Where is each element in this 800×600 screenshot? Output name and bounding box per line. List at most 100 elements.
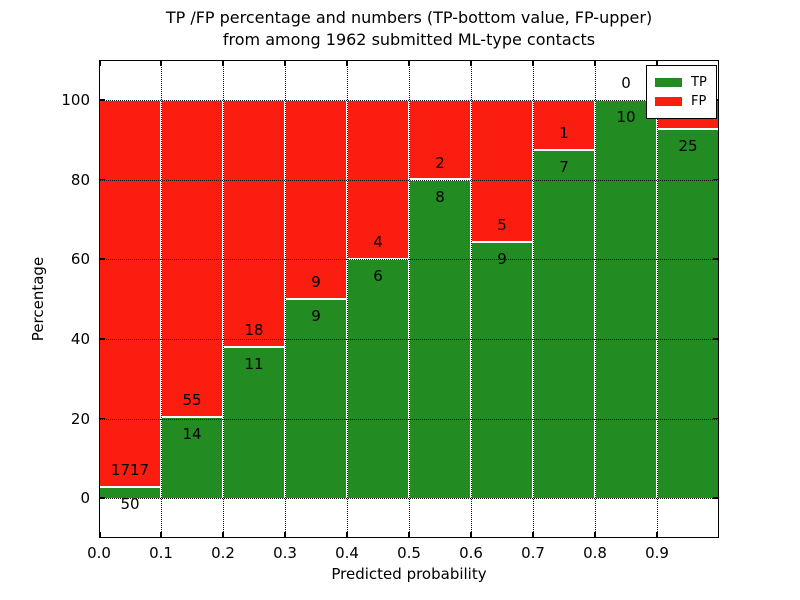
x-tickmark-top <box>99 60 101 66</box>
bar-segment-fp <box>533 99 595 150</box>
count-label-tp: 6 <box>373 267 383 286</box>
x-tickmark-top <box>470 60 472 66</box>
x-tickmark-top <box>408 60 410 66</box>
legend-swatch-tp <box>655 78 682 87</box>
x-tickmark-bottom <box>99 532 101 538</box>
v-gridline <box>657 60 658 538</box>
count-label-tp: 10 <box>616 107 636 126</box>
y-tickmark-right <box>713 338 719 340</box>
y-tick-label: 60 <box>70 250 90 269</box>
legend-item-fp: FP <box>655 93 707 110</box>
count-label-fp: 55 <box>182 391 202 410</box>
count-label-tp: 8 <box>435 187 445 206</box>
y-tick-label: 20 <box>70 409 90 428</box>
x-tick-label: 0.2 <box>211 544 235 562</box>
v-gridline <box>161 60 162 538</box>
x-tickmark-bottom <box>408 532 410 538</box>
bar-segment-fp <box>223 99 285 348</box>
bar-segment-fp <box>161 99 223 418</box>
x-axis-label: Predicted probability <box>331 565 487 583</box>
x-tickmark-bottom <box>346 532 348 538</box>
count-label-fp: 1717 <box>110 460 150 479</box>
y-tick-label: 40 <box>70 329 90 348</box>
bar-segment-tp <box>471 242 533 499</box>
x-tickmark-bottom <box>284 532 286 538</box>
bar-segment-tp <box>161 417 223 499</box>
count-label-fp: 1 <box>559 123 569 142</box>
x-tickmark-bottom <box>594 532 596 538</box>
x-tick-label: 0.1 <box>149 544 173 562</box>
x-tickmark-bottom <box>717 532 719 538</box>
count-label-tp: 50 <box>120 494 140 513</box>
x-tick-label: 0.4 <box>335 544 359 562</box>
y-axis-label: Percentage <box>29 256 47 342</box>
count-label-fp: 2 <box>435 153 445 172</box>
y-tickmark-right <box>713 258 719 260</box>
x-tickmark-bottom <box>160 532 162 538</box>
y-tickmark-right <box>713 497 719 499</box>
count-label-fp: 5 <box>497 216 507 235</box>
chart-title: TP /FP percentage and numbers (TP-bottom… <box>99 7 719 51</box>
v-gridline <box>347 60 348 538</box>
count-label-tp: 14 <box>182 425 202 444</box>
bar-segment-tp <box>657 129 719 499</box>
bar-segment-fp <box>99 99 161 487</box>
v-gridline <box>223 60 224 538</box>
v-gridline <box>595 60 596 538</box>
x-tickmark-top <box>346 60 348 66</box>
y-tick-label: 100 <box>61 90 90 109</box>
legend: TP FP <box>646 65 717 119</box>
legend-swatch-fp <box>655 97 682 106</box>
x-tickmark-bottom <box>222 532 224 538</box>
count-label-tp: 7 <box>559 157 569 176</box>
x-tickmark-bottom <box>470 532 472 538</box>
x-tickmark-top <box>532 60 534 66</box>
x-tick-label: 0.0 <box>87 544 111 562</box>
count-label-fp: 9 <box>311 273 321 291</box>
legend-item-tp: TP <box>655 74 707 91</box>
chart-title-line1: TP /FP percentage and numbers (TP-bottom… <box>165 8 653 27</box>
y-tickmark-left <box>99 99 105 101</box>
count-label-tp: 9 <box>311 307 321 325</box>
legend-label-tp: TP <box>691 75 707 90</box>
x-tickmark-top <box>717 60 719 66</box>
x-tick-label: 0.7 <box>521 544 545 562</box>
y-tickmark-left <box>99 178 105 181</box>
v-gridline <box>471 60 472 538</box>
x-tickmark-bottom <box>656 532 658 538</box>
x-tickmark-top <box>594 60 596 66</box>
count-label-tp: 9 <box>497 250 507 269</box>
x-tick-label: 0.9 <box>645 544 669 562</box>
x-tick-label: 0.6 <box>459 544 483 562</box>
plot-area: TP FP 171750551418119946285917010225 <box>99 60 719 538</box>
y-tickmark-left <box>99 497 105 499</box>
y-tick-label: 80 <box>70 170 90 189</box>
legend-label-fp: FP <box>691 94 707 109</box>
count-label-tp: 11 <box>244 355 264 374</box>
count-label-fp: 0 <box>621 73 631 92</box>
bar-segment-fp <box>285 99 347 299</box>
x-tickmark-bottom <box>532 532 534 538</box>
v-gridline <box>285 60 286 538</box>
y-tickmark-right <box>713 178 719 181</box>
count-label-tp: 25 <box>678 137 698 156</box>
y-tickmark-right <box>713 417 719 420</box>
bar-segment-tp <box>595 99 657 499</box>
x-tickmark-top <box>160 60 162 66</box>
bar-segment-fp <box>409 99 471 180</box>
x-tick-label: 0.8 <box>583 544 607 562</box>
x-tick-label: 0.5 <box>397 544 421 562</box>
x-tickmark-top <box>284 60 286 66</box>
v-gridline <box>533 60 534 538</box>
x-tickmark-top <box>656 60 658 66</box>
bar-segment-fp <box>471 99 533 243</box>
x-tick-label: 0.3 <box>273 544 297 562</box>
x-tickmark-top <box>222 60 224 66</box>
y-tick-label: 0 <box>80 489 90 508</box>
count-label-fp: 18 <box>244 321 264 340</box>
y-tickmark-left <box>99 417 105 420</box>
bar-segment-tp <box>223 347 285 499</box>
bar-segment-tp <box>347 259 409 499</box>
y-tickmark-left <box>99 258 105 260</box>
